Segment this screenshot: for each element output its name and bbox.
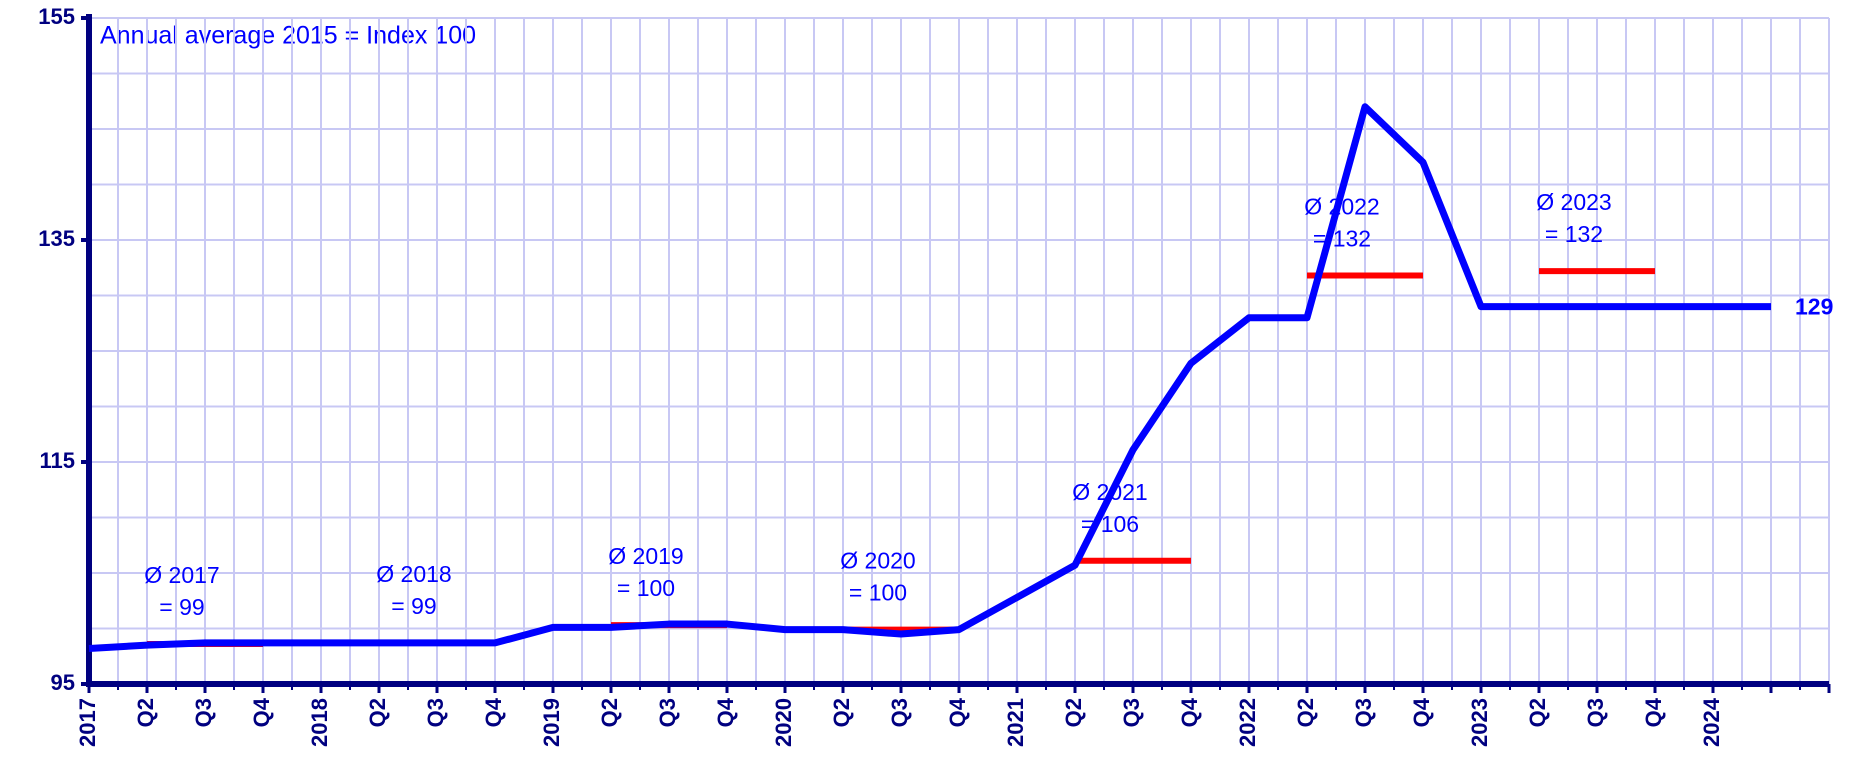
y-tick-label: 95 (51, 670, 75, 695)
x-tick-label: Q4 (481, 697, 506, 727)
x-tick-label: 2023 (1467, 698, 1492, 747)
average-name: Ø 2023 (1536, 189, 1611, 215)
series-line (88, 103, 1771, 652)
x-tick-label: Q4 (1641, 697, 1666, 727)
x-tick-label: Q3 (1583, 698, 1608, 727)
average-name: Ø 2019 (608, 543, 683, 569)
x-tick-label: Q2 (1061, 698, 1086, 727)
x-tick-label: 2021 (1003, 698, 1028, 747)
average-name: Ø 2020 (840, 548, 915, 574)
x-tick-label: Q2 (1293, 698, 1318, 727)
average-name: Ø 2018 (376, 561, 451, 587)
average-value-label: = 132 (1313, 226, 1371, 252)
x-tick-label: Q4 (1409, 697, 1434, 727)
x-tick-label: Q4 (945, 697, 970, 727)
x-tick-label: Q2 (829, 698, 854, 727)
x-tick-label: Q4 (249, 697, 274, 727)
x-tick-label: 2017 (75, 698, 100, 747)
y-tick-label: 115 (40, 448, 76, 473)
x-tick-label: Q2 (597, 698, 622, 727)
x-tick-label: 2019 (539, 698, 564, 747)
x-tick-label: Q3 (887, 698, 912, 727)
x-tick-label: Q3 (423, 698, 448, 727)
x-tick-label: Q2 (133, 698, 158, 727)
average-name: Ø 2017 (144, 562, 219, 588)
x-tick-label: Q4 (713, 697, 738, 727)
annotation: Annual average 2015 = Index 100 (100, 22, 476, 50)
average-value-label: = 99 (391, 593, 436, 619)
data-label: 129 (1795, 294, 1833, 320)
x-tick-label: 2020 (771, 698, 796, 747)
y-tick-label: 155 (38, 4, 75, 29)
y-tick-label: 135 (38, 226, 75, 251)
x-tick-label: Q3 (655, 698, 680, 727)
x-tick-label: 2022 (1235, 698, 1260, 747)
x-tick-label: Q2 (365, 698, 390, 727)
average-value-label: = 99 (159, 594, 204, 620)
average-value-label: = 100 (617, 575, 675, 601)
x-tick-label: 2024 (1699, 697, 1724, 747)
x-tick-label: 2018 (307, 698, 332, 747)
x-tick-label: Q2 (1525, 698, 1550, 727)
average-value-label: = 132 (1545, 221, 1603, 247)
x-tick-label: Q3 (1351, 698, 1376, 727)
x-tick-label: Q3 (1119, 698, 1144, 727)
x-tick-label: Q3 (191, 698, 216, 727)
x-tick-label: Q4 (1177, 697, 1202, 727)
average-value-label: = 100 (849, 580, 907, 606)
